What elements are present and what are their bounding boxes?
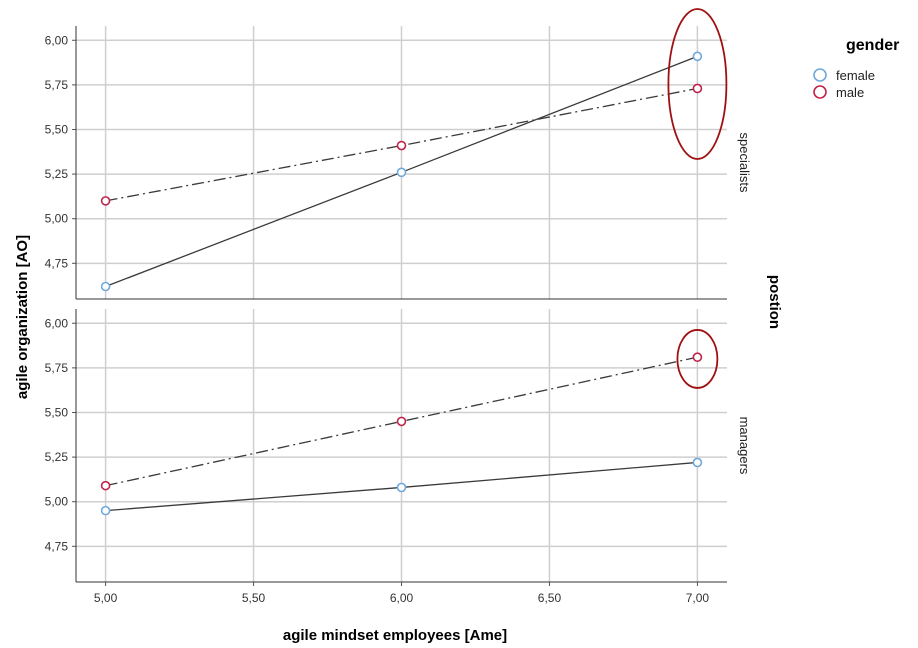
legend-marker-female xyxy=(813,68,827,82)
y-tick-label: 5,50 xyxy=(45,405,69,419)
data-point-male xyxy=(692,352,703,362)
x-axis-title: agile mindset employees [Ame] xyxy=(283,627,507,644)
y-tick-label: 4,75 xyxy=(45,539,69,553)
data-point-female xyxy=(396,167,407,178)
panel-managers: 4,75 5,00 5,25 5,50 5,75 6,00 managers xyxy=(45,309,752,583)
facet-label-specialists: specialists xyxy=(737,133,752,193)
x-tick-label: 7,00 xyxy=(686,591,710,605)
legend-title: gender xyxy=(846,37,899,54)
facet-title: postion xyxy=(766,275,783,329)
data-point-male xyxy=(692,83,703,94)
y-tick-label: 5,00 xyxy=(45,495,69,509)
y-tick-label: 5,25 xyxy=(45,450,69,464)
x-tick-label: 5,00 xyxy=(94,591,118,605)
highlight-ellipse xyxy=(676,329,719,389)
legend-marker-male xyxy=(813,85,827,99)
x-axis: 5,00 5,50 6,00 6,50 7,00 xyxy=(94,582,709,605)
y-tick-label: 6,00 xyxy=(45,316,69,330)
y-tick-label: 5,00 xyxy=(45,212,69,226)
facet-label-managers: managers xyxy=(737,417,752,475)
y-tick-label: 5,75 xyxy=(45,78,69,92)
highlight-ellipse xyxy=(667,8,728,160)
panels-group: 4,75 5,00 5,25 5,50 5,75 6,00 specialists 4,75 5… xyxy=(45,8,752,583)
y-tick-label: 5,25 xyxy=(45,167,69,181)
data-point-female xyxy=(396,482,407,493)
legend: gender female male xyxy=(813,37,899,100)
data-point-female xyxy=(100,281,111,292)
data-point-female xyxy=(692,51,703,62)
y-tick-label: 6,00 xyxy=(45,33,69,47)
y-tick-label: 5,75 xyxy=(45,361,69,375)
data-point-male xyxy=(100,480,111,491)
data-point-female xyxy=(100,505,111,516)
y-tick-label: 5,50 xyxy=(45,122,69,136)
x-tick-label: 5,50 xyxy=(242,591,266,605)
data-point-male xyxy=(100,196,111,206)
x-tick-label: 6,00 xyxy=(390,591,414,605)
legend-label-female: female xyxy=(836,68,875,83)
x-tick-label: 6,50 xyxy=(538,591,562,605)
legend-label-male: male xyxy=(836,85,864,100)
series-line-male xyxy=(105,87,698,202)
data-point-male xyxy=(396,140,407,151)
panel-specialists: 4,75 5,00 5,25 5,50 5,75 6,00 specialists xyxy=(45,8,752,300)
y-tick-label: 4,75 xyxy=(45,256,69,270)
y-axis-title: agile organization [AO] xyxy=(14,235,31,399)
data-point-female xyxy=(692,457,703,468)
data-point-male xyxy=(396,416,407,427)
